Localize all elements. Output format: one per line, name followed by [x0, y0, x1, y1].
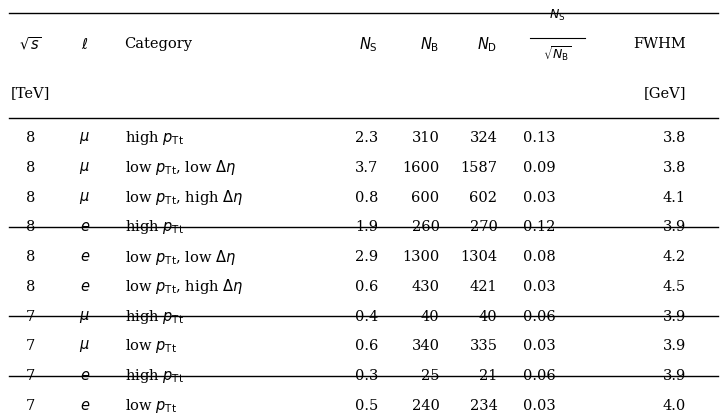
Text: FWHM: FWHM	[633, 37, 686, 51]
Text: 3.8: 3.8	[662, 161, 686, 175]
Text: low $p_{\mathrm{Tt}}$, high $\Delta\eta$: low $p_{\mathrm{Tt}}$, high $\Delta\eta$	[124, 188, 243, 207]
Text: 4.5: 4.5	[662, 280, 686, 294]
Text: $\sqrt{N_{\mathrm{B}}}$: $\sqrt{N_{\mathrm{B}}}$	[543, 45, 572, 64]
Text: 0.3: 0.3	[355, 369, 378, 383]
Text: 3.7: 3.7	[355, 161, 378, 175]
Text: 340: 340	[411, 339, 440, 353]
Text: $\mu$: $\mu$	[79, 190, 90, 206]
Text: 0.4: 0.4	[355, 309, 378, 324]
Text: 0.8: 0.8	[355, 191, 378, 204]
Text: 7: 7	[25, 339, 35, 353]
Text: 8: 8	[25, 161, 35, 175]
Text: 2.9: 2.9	[355, 250, 378, 264]
Text: 3.9: 3.9	[662, 369, 686, 383]
Text: 1300: 1300	[402, 250, 440, 264]
Text: 3.9: 3.9	[662, 339, 686, 353]
Text: 25: 25	[421, 369, 440, 383]
Text: low $p_{\mathrm{Tt}}$, high $\Delta\eta$: low $p_{\mathrm{Tt}}$, high $\Delta\eta$	[124, 277, 243, 296]
Text: low $p_{\mathrm{Tt}}$, low $\Delta\eta$: low $p_{\mathrm{Tt}}$, low $\Delta\eta$	[124, 248, 236, 266]
Text: 602: 602	[470, 191, 497, 204]
Text: 234: 234	[470, 399, 497, 413]
Text: $N_{\mathrm{D}}$: $N_{\mathrm{D}}$	[478, 35, 497, 53]
Text: $\ell$: $\ell$	[81, 37, 89, 52]
Text: $\mu$: $\mu$	[79, 160, 90, 176]
Text: 4.0: 4.0	[662, 399, 686, 413]
Text: 3.9: 3.9	[662, 220, 686, 234]
Text: 260: 260	[411, 220, 440, 234]
Text: 8: 8	[25, 280, 35, 294]
Text: $e$: $e$	[79, 369, 90, 383]
Text: $N_{\mathrm{S}}$: $N_{\mathrm{S}}$	[550, 8, 566, 23]
Text: $e$: $e$	[79, 220, 90, 234]
Text: 0.08: 0.08	[523, 250, 555, 264]
Text: 1587: 1587	[460, 161, 497, 175]
Text: $N_{\mathrm{S}}$: $N_{\mathrm{S}}$	[359, 35, 378, 53]
Text: 8: 8	[25, 220, 35, 234]
Text: 324: 324	[470, 131, 497, 145]
Text: 0.6: 0.6	[355, 339, 378, 353]
Text: 3.8: 3.8	[662, 131, 686, 145]
Text: high $p_{\mathrm{Tt}}$: high $p_{\mathrm{Tt}}$	[124, 219, 183, 236]
Text: 421: 421	[470, 280, 497, 294]
Text: 0.03: 0.03	[523, 339, 555, 353]
Text: 310: 310	[411, 131, 440, 145]
Text: 40: 40	[479, 309, 497, 324]
Text: 40: 40	[421, 309, 440, 324]
Text: 8: 8	[25, 250, 35, 264]
Text: 0.03: 0.03	[523, 399, 555, 413]
Text: 2.3: 2.3	[355, 131, 378, 145]
Text: 8: 8	[25, 191, 35, 204]
Text: 1600: 1600	[402, 161, 440, 175]
Text: 0.03: 0.03	[523, 280, 555, 294]
Text: 1304: 1304	[460, 250, 497, 264]
Text: 0.03: 0.03	[523, 191, 555, 204]
Text: 0.5: 0.5	[355, 399, 378, 413]
Text: $e$: $e$	[79, 280, 90, 294]
Text: 7: 7	[25, 309, 35, 324]
Text: [GeV]: [GeV]	[643, 86, 686, 100]
Text: 21: 21	[479, 369, 497, 383]
Text: 335: 335	[470, 339, 497, 353]
Text: Category: Category	[124, 37, 193, 51]
Text: high $p_{\mathrm{Tt}}$: high $p_{\mathrm{Tt}}$	[124, 129, 183, 147]
Text: 8: 8	[25, 131, 35, 145]
Text: $\mu$: $\mu$	[79, 338, 90, 354]
Text: 0.6: 0.6	[355, 280, 378, 294]
Text: 600: 600	[411, 191, 440, 204]
Text: low $p_{\mathrm{Tt}}$: low $p_{\mathrm{Tt}}$	[124, 337, 177, 355]
Text: low $p_{\mathrm{Tt}}$, low $\Delta\eta$: low $p_{\mathrm{Tt}}$, low $\Delta\eta$	[124, 158, 236, 177]
Text: 3.9: 3.9	[662, 309, 686, 324]
Text: 4.2: 4.2	[662, 250, 686, 264]
Text: 4.1: 4.1	[663, 191, 686, 204]
Text: 7: 7	[25, 369, 35, 383]
Text: 240: 240	[411, 399, 440, 413]
Text: 430: 430	[411, 280, 440, 294]
Text: high $p_{\mathrm{Tt}}$: high $p_{\mathrm{Tt}}$	[124, 367, 183, 385]
Text: $e$: $e$	[79, 250, 90, 264]
Text: high $p_{\mathrm{Tt}}$: high $p_{\mathrm{Tt}}$	[124, 308, 183, 326]
Text: $\sqrt{s}$: $\sqrt{s}$	[19, 36, 41, 53]
Text: $\mu$: $\mu$	[79, 130, 90, 146]
Text: 7: 7	[25, 399, 35, 413]
Text: 0.13: 0.13	[523, 131, 555, 145]
Text: $N_{\mathrm{B}}$: $N_{\mathrm{B}}$	[420, 35, 440, 53]
Text: [TeV]: [TeV]	[11, 86, 50, 100]
Text: low $p_{\mathrm{Tt}}$: low $p_{\mathrm{Tt}}$	[124, 397, 177, 415]
Text: $e$: $e$	[79, 399, 90, 413]
Text: 0.09: 0.09	[523, 161, 555, 175]
Text: $\mu$: $\mu$	[79, 309, 90, 324]
Text: 0.06: 0.06	[523, 369, 555, 383]
Text: 0.06: 0.06	[523, 309, 555, 324]
Text: 270: 270	[470, 220, 497, 234]
Text: 0.12: 0.12	[523, 220, 555, 234]
Text: 1.9: 1.9	[355, 220, 378, 234]
